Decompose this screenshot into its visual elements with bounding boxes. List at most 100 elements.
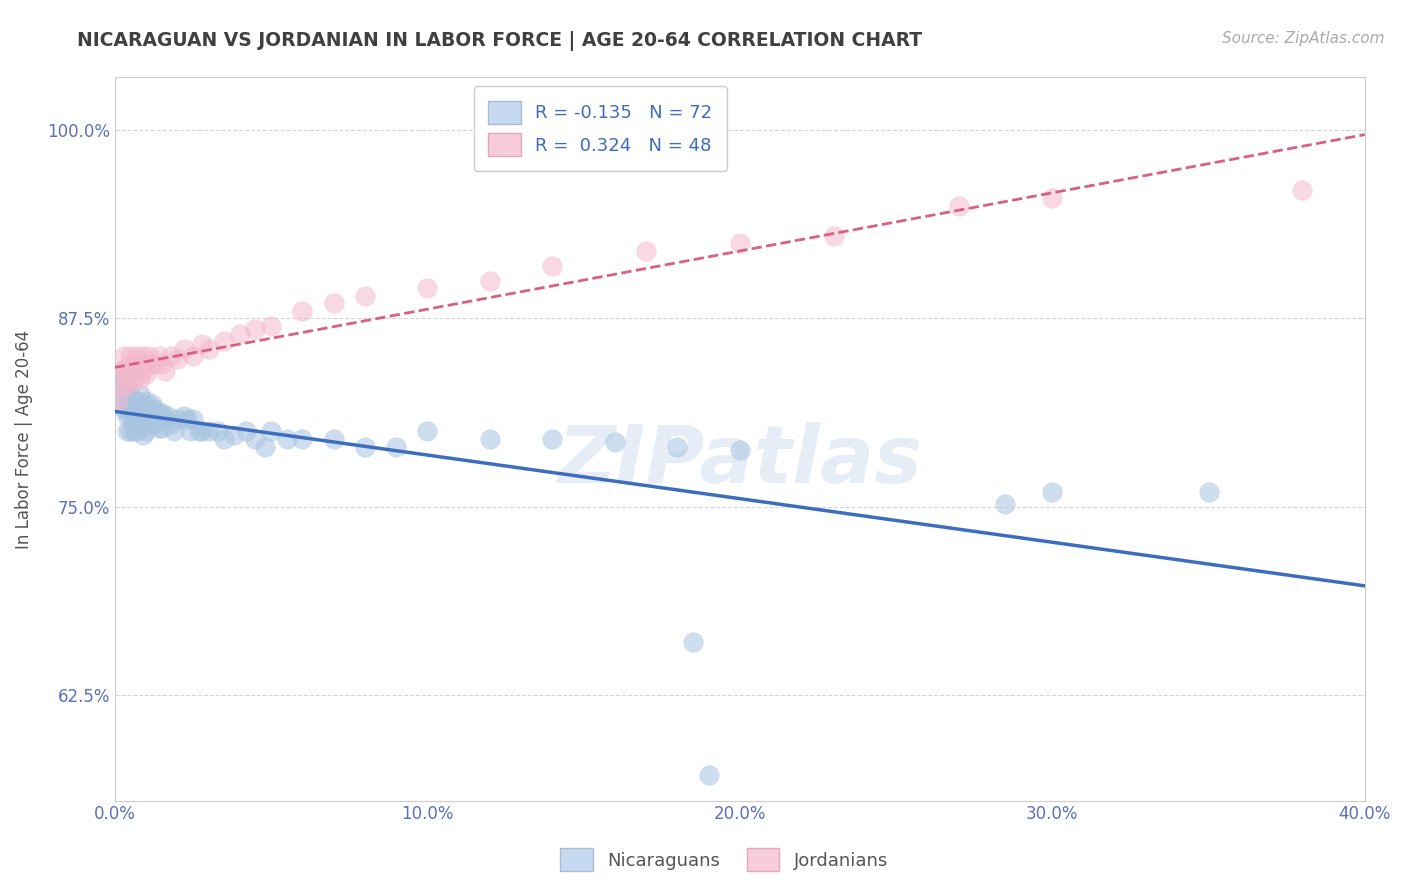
Point <box>128 387 150 401</box>
Point <box>132 364 155 378</box>
Point <box>112 372 135 386</box>
Point <box>207 425 229 439</box>
Point <box>125 357 148 371</box>
Point <box>212 432 235 446</box>
Point <box>728 442 751 457</box>
Point <box>416 425 439 439</box>
Point <box>122 412 145 426</box>
Point <box>541 432 564 446</box>
Point <box>107 379 129 393</box>
Point <box>541 259 564 273</box>
Point <box>148 406 170 420</box>
Point <box>135 357 157 371</box>
Point <box>253 440 276 454</box>
Point <box>245 432 267 446</box>
Point <box>122 372 145 386</box>
Point <box>1198 484 1220 499</box>
Point <box>145 401 167 416</box>
Point <box>697 768 720 782</box>
Point <box>138 401 160 416</box>
Point <box>682 635 704 649</box>
Point <box>1291 183 1313 197</box>
Point <box>728 236 751 251</box>
Point <box>994 497 1017 511</box>
Point <box>125 409 148 424</box>
Point <box>245 322 267 336</box>
Point <box>112 364 135 378</box>
Point <box>229 326 252 341</box>
Point <box>125 394 148 409</box>
Point <box>666 440 689 454</box>
Point <box>120 372 142 386</box>
Point <box>153 412 176 426</box>
Point <box>122 425 145 439</box>
Point <box>117 379 139 393</box>
Point <box>212 334 235 348</box>
Point <box>138 417 160 431</box>
Point <box>948 198 970 212</box>
Point <box>128 417 150 431</box>
Point <box>478 274 501 288</box>
Point <box>122 357 145 371</box>
Point <box>276 432 298 446</box>
Point <box>179 425 201 439</box>
Point <box>188 425 211 439</box>
Legend: Nicaraguans, Jordanians: Nicaraguans, Jordanians <box>553 841 896 879</box>
Point <box>125 425 148 439</box>
Point <box>322 432 344 446</box>
Point <box>117 379 139 393</box>
Point <box>166 352 188 367</box>
Legend: R = -0.135   N = 72, R =  0.324   N = 48: R = -0.135 N = 72, R = 0.324 N = 48 <box>474 87 727 170</box>
Point <box>160 417 183 431</box>
Point <box>291 304 314 318</box>
Point <box>141 412 163 426</box>
Point <box>145 417 167 431</box>
Point <box>191 337 214 351</box>
Point <box>145 357 167 371</box>
Point <box>135 394 157 409</box>
Point <box>148 421 170 435</box>
Point <box>117 425 139 439</box>
Point <box>112 401 135 416</box>
Point <box>353 289 375 303</box>
Point <box>634 244 657 258</box>
Point <box>117 409 139 424</box>
Point <box>1040 484 1063 499</box>
Point <box>110 364 132 378</box>
Point <box>135 368 157 382</box>
Point <box>122 394 145 409</box>
Point <box>120 409 142 424</box>
Point <box>125 349 148 363</box>
Point <box>291 432 314 446</box>
Point <box>181 349 204 363</box>
Point <box>235 425 257 439</box>
Point <box>191 425 214 439</box>
Point <box>173 409 195 424</box>
Text: Source: ZipAtlas.com: Source: ZipAtlas.com <box>1222 31 1385 46</box>
Point <box>173 342 195 356</box>
Point <box>222 427 245 442</box>
Text: ZIPatlas: ZIPatlas <box>557 422 922 500</box>
Point <box>322 296 344 310</box>
Point <box>112 387 135 401</box>
Point <box>150 357 173 371</box>
Point <box>385 440 408 454</box>
Point <box>166 412 188 426</box>
Y-axis label: In Labor Force | Age 20-64: In Labor Force | Age 20-64 <box>15 329 32 549</box>
Point <box>120 425 142 439</box>
Point <box>110 394 132 409</box>
Point <box>1040 191 1063 205</box>
Point <box>110 379 132 393</box>
Point <box>117 364 139 378</box>
Point <box>141 397 163 411</box>
Point <box>153 364 176 378</box>
Point <box>117 394 139 409</box>
Point <box>138 349 160 363</box>
Point <box>163 425 186 439</box>
Point <box>128 401 150 416</box>
Point <box>156 409 179 424</box>
Point <box>197 425 219 439</box>
Point <box>141 357 163 371</box>
Point <box>478 432 501 446</box>
Point <box>128 372 150 386</box>
